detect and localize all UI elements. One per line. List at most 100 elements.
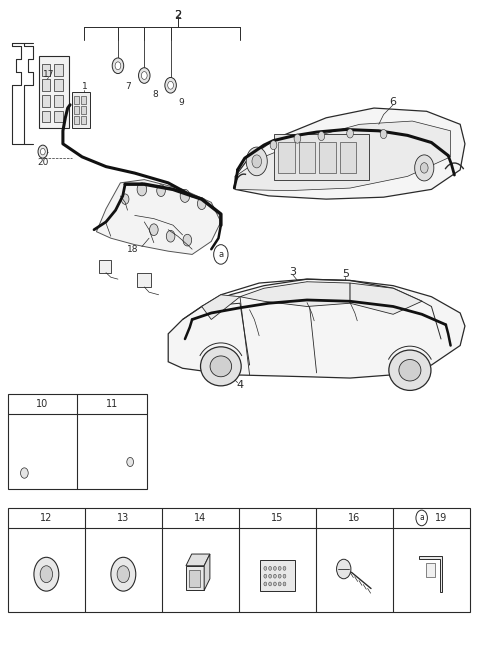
- Circle shape: [416, 510, 427, 526]
- Text: 16: 16: [348, 513, 360, 523]
- Circle shape: [40, 149, 45, 155]
- Bar: [54, 80, 63, 91]
- Text: 10: 10: [36, 399, 48, 409]
- Circle shape: [137, 183, 147, 196]
- Circle shape: [40, 566, 53, 583]
- Polygon shape: [202, 295, 240, 319]
- Text: 8: 8: [152, 90, 158, 99]
- Text: 5: 5: [342, 269, 349, 279]
- Circle shape: [246, 147, 267, 175]
- Circle shape: [420, 163, 428, 173]
- Circle shape: [183, 234, 192, 246]
- Text: a: a: [420, 513, 424, 522]
- Text: 20: 20: [37, 158, 48, 166]
- Circle shape: [269, 582, 272, 586]
- Bar: [340, 142, 356, 173]
- Bar: [74, 116, 79, 124]
- Bar: [54, 111, 63, 123]
- Bar: [72, 92, 90, 128]
- Bar: [81, 116, 86, 124]
- Text: 6: 6: [390, 96, 396, 106]
- Bar: [186, 566, 204, 591]
- Bar: [8, 394, 147, 488]
- Bar: [39, 56, 69, 128]
- Circle shape: [264, 567, 267, 570]
- Circle shape: [180, 189, 190, 202]
- Circle shape: [380, 130, 387, 139]
- Circle shape: [283, 574, 286, 578]
- Bar: [426, 563, 435, 578]
- Text: 17: 17: [43, 70, 54, 79]
- Bar: [42, 80, 50, 91]
- Bar: [278, 142, 295, 173]
- Text: a: a: [218, 250, 223, 259]
- Ellipse shape: [210, 356, 232, 377]
- Polygon shape: [235, 121, 451, 190]
- Bar: [137, 273, 152, 287]
- Polygon shape: [168, 279, 465, 378]
- Circle shape: [274, 582, 276, 586]
- Circle shape: [415, 155, 434, 181]
- Circle shape: [142, 72, 147, 80]
- Circle shape: [274, 567, 276, 570]
- Ellipse shape: [201, 347, 241, 386]
- Circle shape: [270, 141, 277, 150]
- Circle shape: [127, 458, 133, 467]
- Bar: [8, 508, 470, 612]
- Text: 13: 13: [117, 513, 130, 523]
- Circle shape: [274, 574, 276, 578]
- Text: 7: 7: [126, 82, 132, 91]
- Circle shape: [283, 567, 286, 570]
- Bar: [320, 142, 336, 173]
- Bar: [42, 95, 50, 107]
- Polygon shape: [235, 108, 465, 199]
- Circle shape: [269, 574, 272, 578]
- Circle shape: [278, 582, 281, 586]
- Polygon shape: [240, 282, 350, 306]
- Polygon shape: [186, 554, 210, 566]
- Circle shape: [278, 574, 281, 578]
- Circle shape: [264, 582, 267, 586]
- Text: 9: 9: [178, 98, 184, 107]
- Polygon shape: [350, 283, 422, 314]
- Circle shape: [264, 574, 267, 578]
- Bar: [42, 64, 50, 76]
- Circle shape: [318, 132, 324, 141]
- Circle shape: [117, 566, 130, 583]
- Text: 3: 3: [289, 267, 296, 277]
- Ellipse shape: [399, 359, 421, 381]
- Bar: [99, 259, 111, 273]
- Circle shape: [283, 582, 286, 586]
- Ellipse shape: [389, 350, 431, 391]
- Circle shape: [336, 559, 351, 579]
- Text: 18: 18: [127, 244, 138, 254]
- Bar: [42, 111, 50, 123]
- Circle shape: [294, 134, 301, 143]
- Circle shape: [157, 185, 165, 196]
- Bar: [81, 106, 86, 114]
- Circle shape: [150, 224, 158, 235]
- Circle shape: [111, 557, 136, 591]
- Bar: [54, 64, 63, 76]
- Text: 2: 2: [174, 8, 181, 22]
- Polygon shape: [419, 556, 442, 593]
- Circle shape: [112, 58, 124, 74]
- Circle shape: [168, 82, 173, 89]
- Circle shape: [165, 78, 176, 93]
- Circle shape: [121, 194, 129, 204]
- Bar: [81, 96, 86, 104]
- Polygon shape: [204, 554, 210, 591]
- Circle shape: [269, 567, 272, 570]
- Text: 11: 11: [106, 399, 118, 409]
- Circle shape: [214, 244, 228, 264]
- Circle shape: [278, 567, 281, 570]
- Text: 15: 15: [271, 513, 284, 523]
- Text: 19: 19: [435, 513, 447, 523]
- Circle shape: [197, 198, 206, 209]
- Circle shape: [38, 145, 48, 158]
- Bar: [74, 106, 79, 114]
- Text: 1: 1: [82, 82, 87, 91]
- Bar: [274, 134, 369, 179]
- Circle shape: [34, 557, 59, 591]
- Circle shape: [252, 155, 262, 168]
